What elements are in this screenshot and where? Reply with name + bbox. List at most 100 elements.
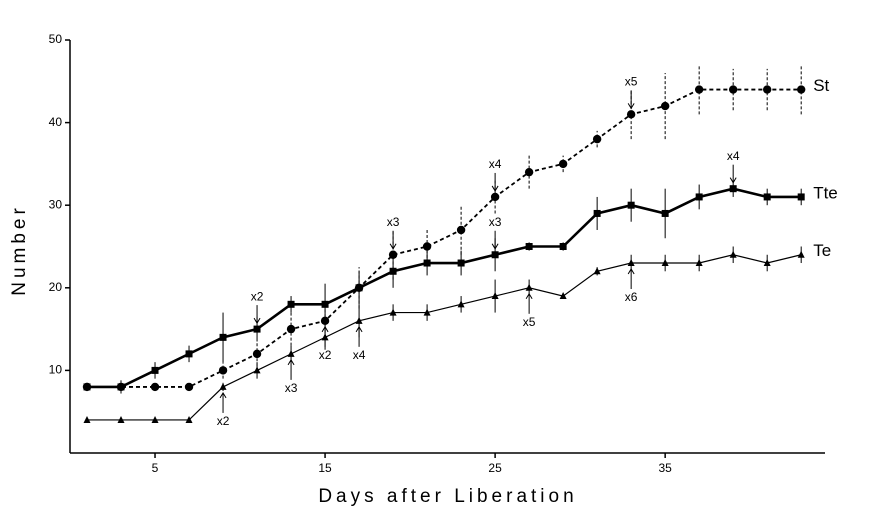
- marker: [422, 242, 432, 251]
- annotation-arrowhead: [287, 358, 295, 366]
- marker: [321, 300, 329, 308]
- marker: [559, 243, 567, 250]
- marker: [151, 415, 159, 423]
- marker: [763, 259, 771, 267]
- annotation-arrowhead: [253, 317, 261, 325]
- y-axis-title: Number: [9, 204, 30, 296]
- marker: [763, 193, 771, 201]
- x-tick-label: 15: [318, 461, 332, 475]
- marker: [525, 283, 533, 291]
- annotation: x2: [251, 289, 264, 303]
- series-line: [87, 187, 802, 389]
- marker: [117, 383, 125, 391]
- marker: [355, 316, 363, 324]
- marker: [151, 366, 159, 374]
- annotation: x4: [353, 348, 366, 362]
- marker: [695, 193, 703, 201]
- marker: [389, 308, 397, 316]
- annotation: x6: [625, 290, 638, 304]
- marker: [524, 167, 534, 177]
- annotation-arrowhead: [219, 391, 227, 399]
- series-line: [87, 88, 802, 388]
- annotation: x2: [319, 348, 332, 362]
- annotation-arrowhead: [491, 185, 499, 192]
- annotation: x4: [489, 157, 502, 171]
- marker: [694, 85, 704, 94]
- marker: [491, 292, 499, 300]
- marker: [253, 325, 261, 333]
- annotation: x3: [387, 215, 400, 229]
- annotation-arrowhead: [355, 325, 363, 333]
- marker: [627, 201, 635, 209]
- marker: [728, 85, 738, 94]
- marker: [796, 85, 806, 94]
- marker: [287, 300, 295, 308]
- marker: [252, 349, 262, 359]
- marker: [150, 382, 160, 392]
- annotation-arrowhead: [729, 177, 737, 184]
- x-tick-label: 25: [488, 461, 502, 475]
- marker: [695, 259, 703, 267]
- marker: [762, 85, 772, 94]
- marker: [83, 415, 91, 423]
- marker: [490, 192, 500, 202]
- x-axis-title: Days after Liberation: [318, 486, 577, 507]
- marker: [389, 267, 397, 275]
- y-tick-label: 10: [49, 363, 63, 377]
- marker: [592, 134, 602, 144]
- marker: [729, 185, 737, 193]
- annotation-arrowhead: [491, 243, 499, 250]
- annotation: x4: [727, 149, 740, 163]
- marker: [660, 101, 670, 111]
- marker: [491, 251, 499, 259]
- marker: [797, 193, 805, 201]
- annotation: x3: [489, 215, 502, 229]
- x-tick-label: 5: [152, 461, 159, 475]
- series-name: Tte: [813, 183, 838, 202]
- marker: [661, 209, 669, 217]
- marker: [661, 259, 669, 267]
- marker: [219, 333, 227, 341]
- series-name: Te: [813, 241, 831, 260]
- marker: [593, 267, 601, 275]
- annotation-arrowhead: [389, 243, 397, 250]
- annotation: x5: [625, 75, 638, 89]
- marker: [423, 308, 431, 316]
- series-name: St: [813, 76, 829, 95]
- marker: [729, 250, 737, 258]
- marker: [457, 259, 465, 267]
- y-tick-label: 30: [49, 197, 63, 211]
- marker: [286, 324, 296, 334]
- marker: [253, 366, 261, 374]
- marker: [185, 350, 193, 358]
- marker: [456, 225, 466, 235]
- marker: [558, 159, 568, 169]
- annotation-arrowhead: [321, 325, 329, 333]
- marker: [797, 250, 805, 258]
- annotation-arrowhead: [525, 292, 533, 300]
- annotation: x3: [285, 381, 298, 395]
- marker: [219, 382, 227, 390]
- annotation: x5: [523, 315, 536, 329]
- marker: [423, 259, 431, 267]
- marker: [627, 259, 635, 267]
- marker: [559, 292, 567, 300]
- marker: [593, 209, 601, 217]
- marker: [355, 284, 363, 292]
- marker: [525, 243, 533, 250]
- marker: [184, 382, 194, 392]
- marker: [218, 366, 228, 375]
- annotation-arrowhead: [627, 268, 635, 275]
- marker: [287, 349, 295, 357]
- x-tick-label: 35: [658, 461, 672, 475]
- marker: [185, 415, 193, 423]
- annotation: x2: [217, 414, 230, 428]
- marker: [83, 383, 91, 391]
- marker: [457, 300, 465, 308]
- marker: [626, 110, 636, 119]
- annotation-arrowhead: [627, 103, 635, 110]
- y-tick-label: 50: [49, 32, 63, 46]
- series-line: [87, 254, 802, 421]
- y-tick-label: 40: [49, 115, 63, 129]
